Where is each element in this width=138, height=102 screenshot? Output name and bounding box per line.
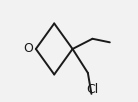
- Text: O: O: [23, 42, 33, 55]
- Text: Cl: Cl: [86, 83, 99, 96]
